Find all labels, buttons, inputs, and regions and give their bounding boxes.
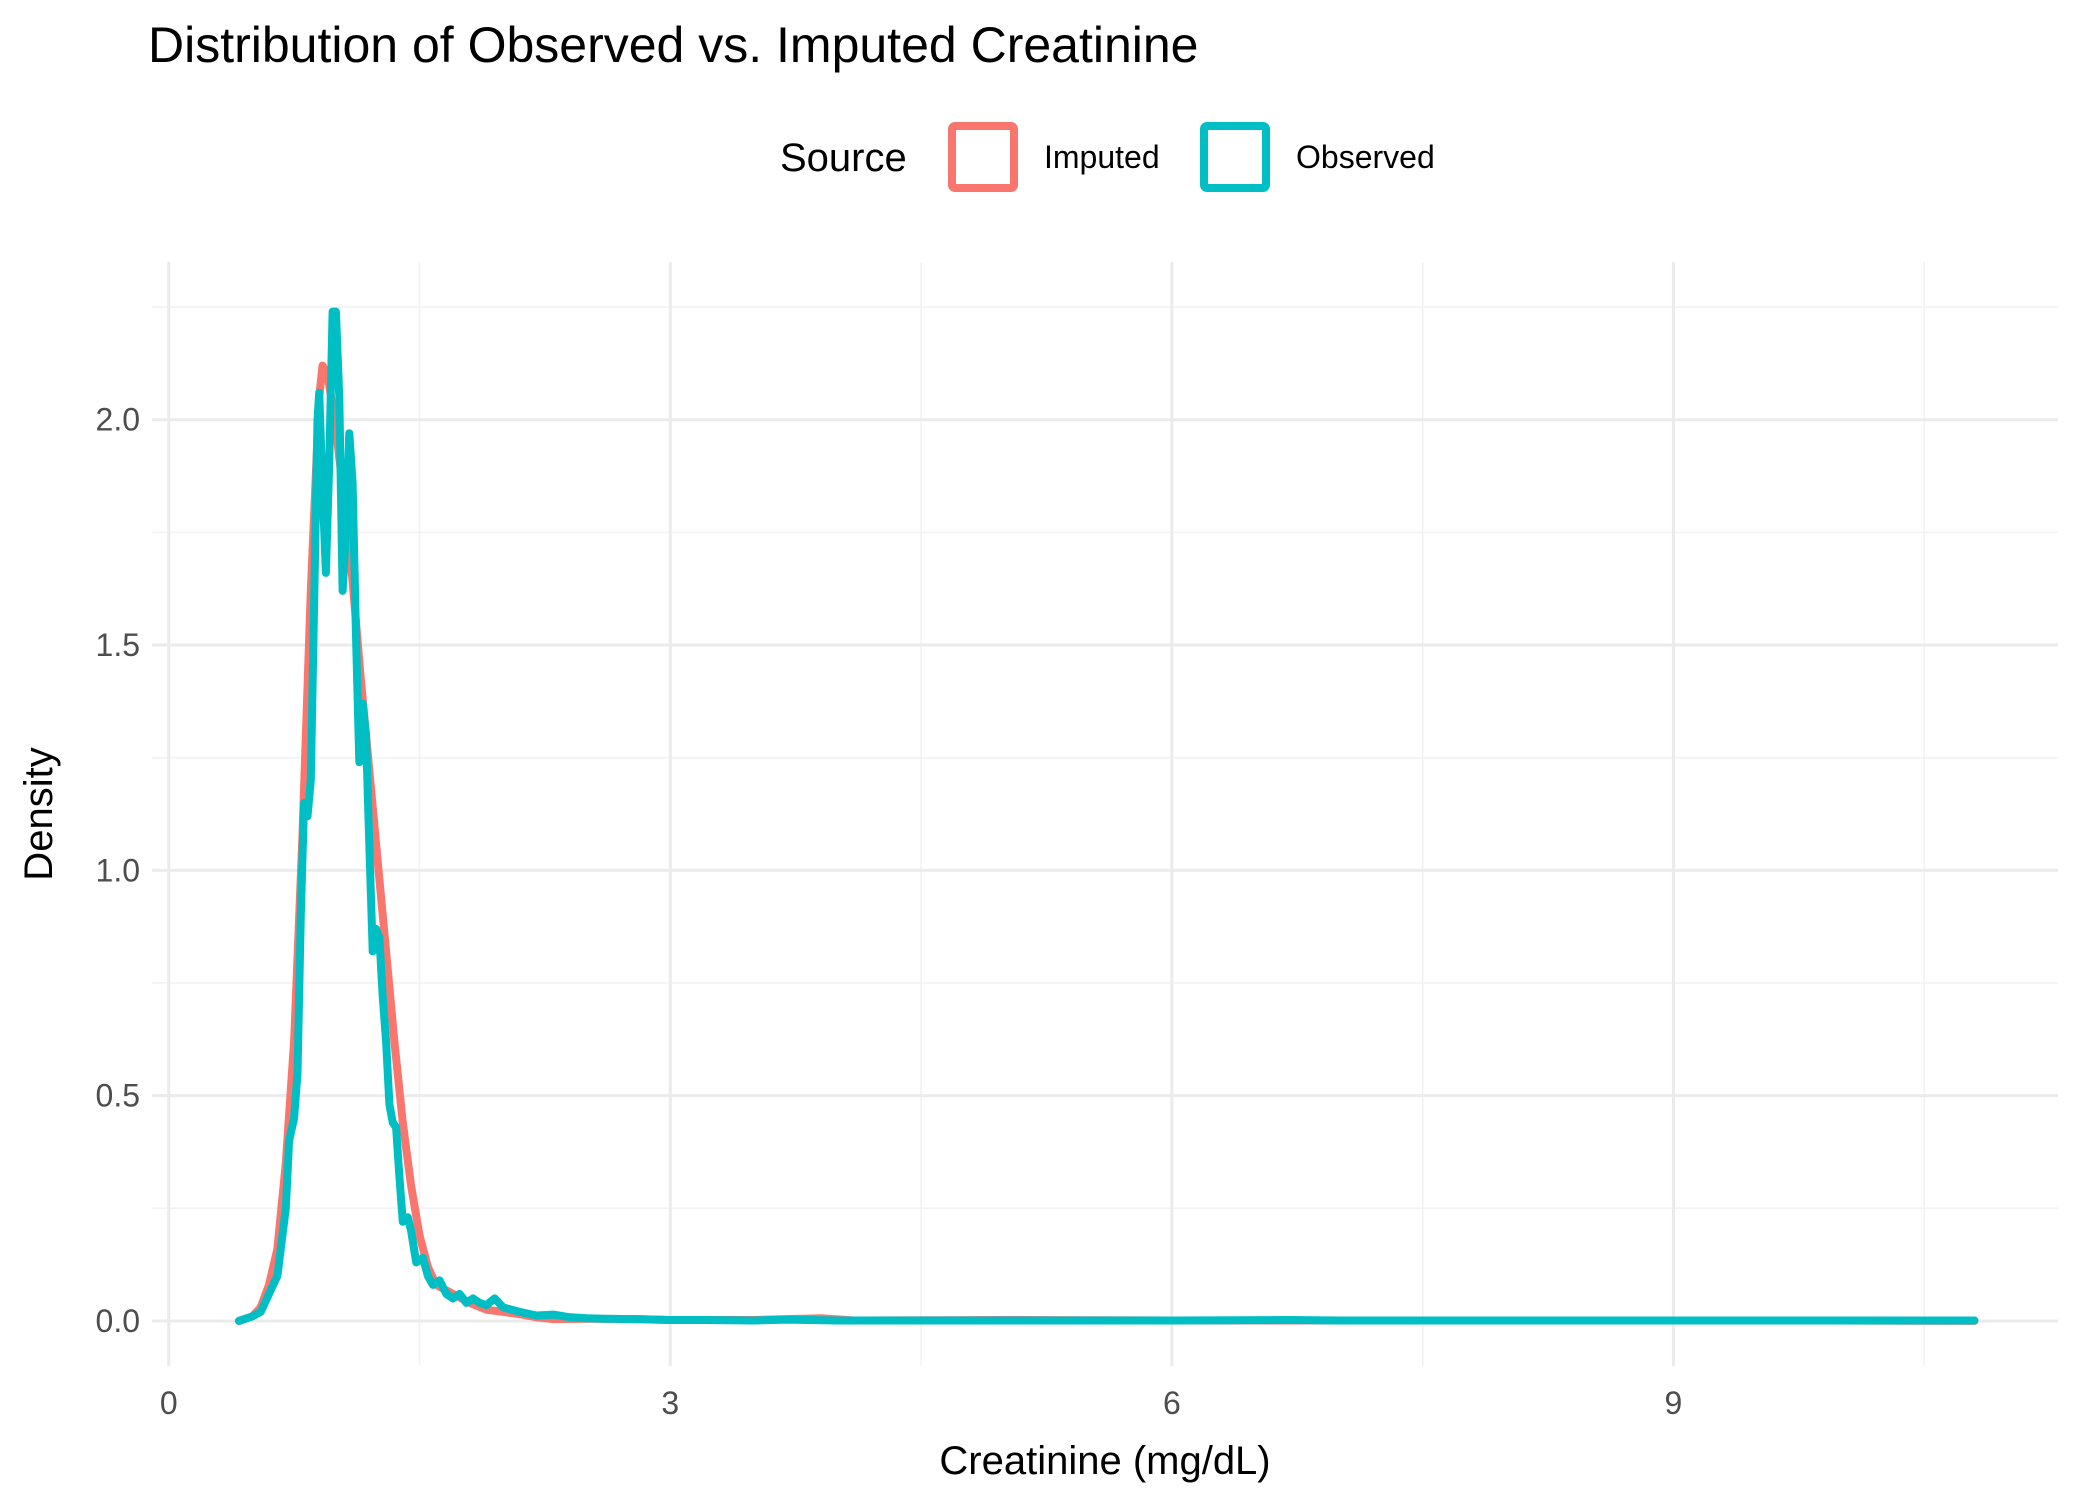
- grid: [152, 262, 2058, 1366]
- y-axis-title: Density: [17, 747, 61, 880]
- series-line-imputed: [234, 361, 1979, 1325]
- y-tick-label: 1.0: [96, 852, 140, 888]
- legend-label-imputed: Imputed: [1044, 139, 1160, 175]
- x-tick-label: 3: [661, 1385, 679, 1421]
- y-axis-tick-labels: 0.0 0.5 1.0 1.5 2.0: [96, 402, 140, 1339]
- y-tick-label: 0.5: [96, 1078, 140, 1114]
- y-tick-label: 0.0: [96, 1303, 140, 1339]
- y-tick-label: 1.5: [96, 627, 140, 663]
- legend-title: Source: [780, 136, 907, 180]
- legend-key-observed: [1200, 122, 1270, 192]
- series-lines: [234, 307, 1979, 1325]
- chart-title: Distribution of Observed vs. Imputed Cre…: [148, 17, 1199, 73]
- x-axis-title: Creatinine (mg/dL): [939, 1439, 1270, 1483]
- x-tick-label: 9: [1665, 1385, 1683, 1421]
- legend-label-observed: Observed: [1296, 139, 1435, 175]
- x-tick-label: 6: [1163, 1385, 1181, 1421]
- y-tick-label: 2.0: [96, 402, 140, 438]
- x-tick-label: 0: [160, 1385, 178, 1421]
- legend: Source Imputed Observed: [780, 122, 1435, 192]
- legend-key-imputed: [948, 122, 1018, 192]
- series-line-observed: [234, 307, 1979, 1325]
- x-axis-tick-labels: 0 3 6 9: [160, 1385, 1683, 1421]
- legend-items: Imputed Observed: [948, 122, 1435, 192]
